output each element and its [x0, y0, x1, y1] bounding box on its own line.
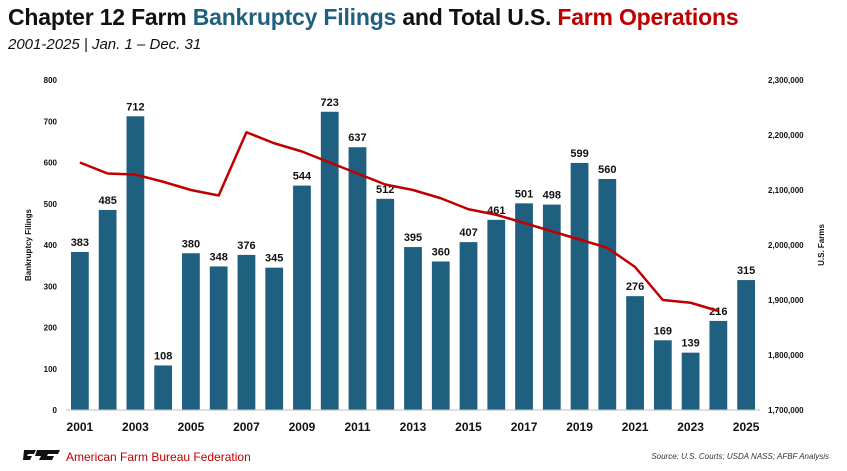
bar-value-label: 723: [321, 97, 339, 109]
y-tick-label: 0: [53, 406, 58, 415]
y-tick-label: 400: [44, 241, 58, 250]
bar: [431, 261, 450, 410]
afbf-logo-icon: [23, 450, 60, 460]
bar: [515, 203, 533, 410]
title-part-3: and Total U.S.: [396, 4, 558, 30]
bar: [626, 296, 644, 410]
bar: [709, 320, 728, 410]
x-tick-label: 2005: [178, 420, 205, 434]
x-tick-label: 2021: [622, 420, 649, 434]
bar-value-label: 599: [570, 148, 588, 160]
bar: [459, 242, 478, 410]
bar: [126, 116, 145, 411]
bar-value-label: 276: [626, 281, 644, 293]
x-tick-label: 2009: [289, 420, 316, 434]
bar-value-label: 512: [376, 184, 394, 196]
x-tick-label: 2011: [344, 420, 370, 434]
bar-value-label: 485: [98, 195, 116, 207]
bar: [293, 185, 311, 410]
bar: [98, 209, 117, 410]
title-part-1: Chapter 12 Farm: [8, 4, 193, 30]
bar: [209, 266, 228, 410]
title-part-farm-operations: Farm Operations: [557, 4, 739, 30]
bar: [237, 254, 256, 410]
bar-value-label: 315: [737, 265, 755, 277]
y2-axis-title: U.S. Farms: [817, 224, 826, 266]
bar-value-label: 360: [432, 247, 450, 259]
bar: [154, 365, 173, 410]
y2-tick-label: 2,000,000: [768, 241, 804, 250]
y-axis-title: Bankruptcy Filings: [24, 208, 33, 281]
bar: [70, 252, 89, 410]
y-tick-label: 600: [44, 159, 58, 168]
x-tick-label: 2017: [511, 420, 538, 434]
y2-tick-label: 1,800,000: [768, 351, 804, 360]
bar-value-label: 637: [348, 132, 366, 144]
bar-value-label: 712: [126, 101, 144, 113]
chart-subtitle: 2001-2025 | Jan. 1 – Dec. 31: [8, 36, 202, 53]
x-tick-label: 2025: [733, 420, 760, 434]
bar-value-label: 395: [404, 232, 422, 244]
bar: [653, 340, 672, 410]
y2-tick-label: 2,100,000: [768, 186, 804, 195]
y-tick-label: 300: [44, 282, 58, 291]
bar-value-label: 376: [237, 240, 255, 252]
bar-value-label: 407: [459, 227, 477, 239]
bar: [182, 253, 200, 410]
bar-value-label: 108: [154, 350, 172, 362]
x-tick-label: 2013: [400, 420, 427, 434]
y-tick-label: 100: [44, 365, 58, 374]
bar-value-label: 139: [681, 338, 699, 350]
y-tick-label: 800: [44, 76, 58, 85]
bar-value-label: 345: [265, 253, 283, 265]
x-tick-label: 2001: [67, 420, 94, 434]
y-tick-label: 500: [44, 200, 58, 209]
farm-operations-line: [79, 131, 719, 313]
bar: [570, 162, 589, 410]
y-tick-label: 700: [44, 117, 58, 126]
chart-title: Chapter 12 Farm Bankruptcy Filings and T…: [8, 4, 739, 31]
bar: [598, 179, 617, 410]
y2-tick-label: 1,700,000: [768, 406, 804, 415]
bar: [404, 247, 422, 410]
bar: [542, 204, 561, 410]
bar-value-label: 216: [709, 306, 727, 318]
footer-organization: American Farm Bureau Federation: [66, 450, 251, 464]
y2-tick-label: 2,200,000: [768, 131, 804, 140]
x-tick-label: 2015: [455, 420, 482, 434]
y2-tick-label: 2,300,000: [768, 76, 804, 85]
bar: [320, 111, 339, 410]
bar-value-label: 169: [654, 325, 672, 337]
bar-value-label: 380: [182, 238, 200, 250]
bar-value-label: 348: [210, 251, 228, 263]
bar: [376, 198, 395, 410]
bar: [348, 147, 367, 411]
bar-value-label: 498: [543, 190, 561, 202]
bar-value-label: 544: [293, 171, 312, 183]
bar: [681, 352, 700, 410]
y2-tick-label: 1,900,000: [768, 296, 804, 305]
bar-value-label: 560: [598, 164, 616, 176]
bar: [487, 219, 506, 410]
footer-source: Source: U.S. Courts; USDA NASS; AFBF Ana…: [651, 452, 829, 461]
bar-value-label: 501: [515, 188, 533, 200]
y-tick-label: 200: [44, 324, 58, 333]
x-tick-label: 2007: [233, 420, 260, 434]
title-part-bankruptcy: Bankruptcy Filings: [192, 4, 397, 30]
x-tick-label: 2023: [677, 420, 704, 434]
x-tick-label: 2003: [122, 420, 149, 434]
x-tick-label: 2019: [566, 420, 593, 434]
bar-value-label: 383: [71, 237, 89, 249]
bar: [265, 267, 284, 410]
bar: [737, 280, 756, 410]
